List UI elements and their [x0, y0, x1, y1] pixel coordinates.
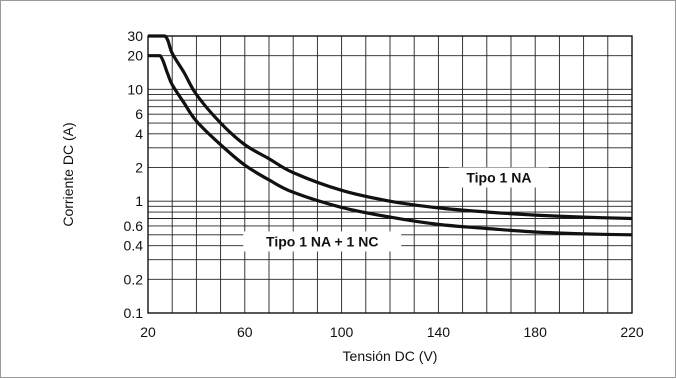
curve-labels: Tipo 1 NA Tipo 1 NA + 1 NC: [243, 167, 549, 252]
x-tick-label: 180: [524, 324, 548, 340]
plot-border: [147, 35, 633, 314]
y-tick-label: 1: [135, 193, 143, 209]
grid: [147, 35, 633, 314]
x-tick-label: 220: [620, 324, 644, 340]
y-axis-title: Corriente DC (A): [60, 122, 76, 226]
y-tick-label: 4: [135, 126, 143, 142]
y-tick-label: 2: [135, 160, 143, 176]
y-tick-label: 0.1: [124, 305, 144, 321]
curve-tipo-1-na: [148, 34, 633, 221]
y-tick-label: 0.4: [124, 238, 144, 254]
x-tick-label: 140: [427, 324, 451, 340]
y-tick-label: 6: [135, 106, 143, 122]
curve-tipo-1-na-1-nc: [148, 54, 633, 237]
curves: [148, 34, 633, 237]
y-tick-label: 10: [127, 81, 143, 97]
x-tick-label: 100: [330, 324, 354, 340]
x-tick-label: 60: [237, 324, 253, 340]
y-tick-label: 0.6: [124, 218, 144, 234]
curve-label-bg: [448, 167, 549, 188]
x-tick-label: 20: [140, 324, 156, 340]
tick-labels: 20 60 100 140 180 220 0.1 0.2 0.4 0.6 1 2 4 6 10 20 30: [124, 28, 644, 340]
curve-label: Tipo 1 NA: [466, 170, 531, 186]
curve-label: Tipo 1 NA + 1 NC: [266, 233, 378, 249]
y-tick-label: 30: [127, 28, 143, 44]
y-tick-label: 20: [127, 48, 143, 64]
y-tick-label: 0.2: [124, 271, 144, 287]
curve-label-bg: [243, 231, 402, 252]
x-axis-title: Tensión DC (V): [343, 348, 438, 364]
